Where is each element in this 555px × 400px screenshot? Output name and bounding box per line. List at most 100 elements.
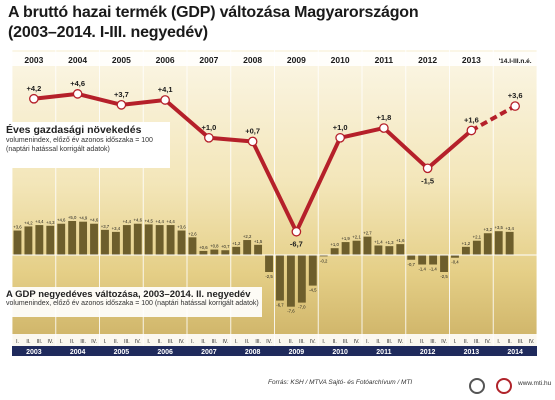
quarter-label: II. (376, 339, 380, 345)
annual-point (160, 95, 170, 105)
quarterly-value-label: -0,7 (408, 262, 416, 267)
quarterly-bar (505, 231, 514, 255)
quarterly-bar (111, 231, 120, 255)
mti-logo-icon (496, 378, 512, 394)
quarterly-value-label: +3,4 (505, 226, 514, 231)
bottom-year-label: 2006 (157, 349, 173, 356)
quarterly-bar (341, 242, 350, 255)
quarterly-value-label: +0,7 (221, 244, 230, 249)
quarterly-value-label: -7,0 (298, 305, 306, 310)
quarterly-legend: A GDP negyedéves változása, 2003–2014. I… (0, 287, 262, 317)
quarterly-bar (396, 244, 405, 255)
annual-point (247, 136, 258, 147)
annual-point (422, 163, 433, 174)
quarter-label: III. (474, 339, 480, 345)
annual-point (466, 125, 477, 136)
quarter-label: IV. (135, 339, 141, 345)
quarterly-value-label: +4,5 (144, 218, 153, 223)
annual-point (379, 123, 389, 133)
quarterly-bar (451, 255, 459, 258)
bottom-year-label: 2014 (507, 349, 523, 356)
quarterly-value-label: +4,6 (57, 218, 66, 223)
footer-source: Forrás: KSH / MTVA Sajtó- és Fotóarchívu… (268, 379, 413, 386)
quarterly-value-label: +4,4 (35, 219, 44, 224)
quarter-label: III. (80, 339, 86, 345)
quarter-label: IV. (354, 339, 360, 345)
top-year-label: 2011 (375, 55, 394, 65)
quarterly-value-label: +2,1 (473, 235, 482, 240)
annual-value-label: +0,7 (245, 126, 260, 135)
quarter-label: IV. (91, 339, 97, 345)
quarterly-bar (166, 225, 175, 255)
quarterly-bar (472, 240, 481, 255)
quarter-label: IV. (47, 339, 53, 345)
quarter-label: III. (343, 339, 349, 345)
mtva-logo-icon (469, 378, 485, 394)
bottom-year-label: 2007 (201, 349, 217, 356)
quarterly-bar (199, 250, 208, 255)
quarter-label: III. (299, 339, 305, 345)
quarterly-bar (385, 246, 394, 255)
quarterly-value-label: +2,1 (352, 235, 361, 240)
annual-point (291, 226, 302, 237)
top-year-label: 2008 (243, 55, 262, 65)
quarterly-bar (407, 255, 416, 260)
quarter-label: I. (366, 339, 369, 345)
quarter-label: I. (16, 339, 19, 345)
quarter-label: III. (168, 339, 174, 345)
quarterly-bar (210, 249, 219, 255)
quarter-label: II. (70, 339, 74, 345)
quarter-label: I. (147, 339, 150, 345)
annual-legend-title: Éves gazdasági növekedés (6, 124, 142, 136)
quarterly-bar (90, 223, 98, 255)
annual-value-label: +4,6 (70, 79, 85, 88)
quarterly-value-label: +4,2 (24, 220, 33, 225)
quarterly-bar (297, 255, 306, 303)
quarterly-value-label: +4,9 (79, 216, 88, 221)
quarterly-bar (46, 225, 55, 255)
annual-point (29, 93, 39, 104)
quarterly-value-label: +2,7 (363, 231, 372, 236)
annual-growth-projection (470, 104, 517, 133)
quarterly-value-label: +1,2 (232, 241, 241, 246)
top-year-label: 2006 (156, 55, 175, 65)
quarterly-value-label: +4,6 (134, 218, 143, 223)
quarter-label: II. (158, 339, 162, 345)
quarter-label: II. (333, 339, 337, 345)
top-year-label: 2004 (68, 55, 87, 65)
quarterly-value-label: -4,5 (309, 288, 317, 293)
quarter-label: I. (60, 339, 63, 345)
quarterly-bar (35, 225, 44, 255)
quarter-label: II. (464, 339, 468, 345)
quarter-label: II. (289, 339, 293, 345)
top-year-label: 2005 (112, 55, 131, 65)
footer-url: www.mti.hu (518, 380, 552, 387)
bottom-year-label: 2012 (420, 349, 436, 356)
quarterly-value-label: -1,4 (418, 267, 426, 272)
quarterly-bar (254, 244, 263, 255)
bottom-year-label: 2005 (114, 349, 130, 356)
footer: Forrás: KSH / MTVA Sajtó- és Fotóarchívu… (0, 374, 555, 400)
quarterly-legend-title: A GDP negyedéves változása, 2003–2014. I… (6, 289, 251, 300)
quarter-label: IV. (310, 339, 316, 345)
quarter-label: IV. (485, 339, 491, 345)
quarter-label: I. (322, 339, 325, 345)
annual-value-label: +1,0 (201, 123, 216, 132)
quarterly-legend-sub: volumenindex, előző év azonos időszaka =… (6, 300, 259, 307)
quarterly-bar (276, 255, 284, 301)
quarterly-bar (352, 240, 361, 255)
quarter-label: I. (279, 339, 282, 345)
quarterly-value-label: -2,5 (265, 274, 273, 279)
annual-value-label: +1,0 (333, 123, 348, 132)
quarterly-value-label: +1,2 (462, 241, 471, 246)
quarter-label: I. (410, 339, 413, 345)
quarterly-value-label: +0,8 (210, 244, 219, 249)
quarter-label: III. (430, 339, 436, 345)
quarterly-value-label: +3,2 (484, 227, 493, 232)
quarter-label-band (12, 334, 537, 346)
quarterly-value-label: +1,5 (254, 239, 263, 244)
bottom-year-label: 2011 (376, 349, 391, 356)
quarterly-bar (13, 230, 22, 255)
annual-point (72, 89, 83, 99)
